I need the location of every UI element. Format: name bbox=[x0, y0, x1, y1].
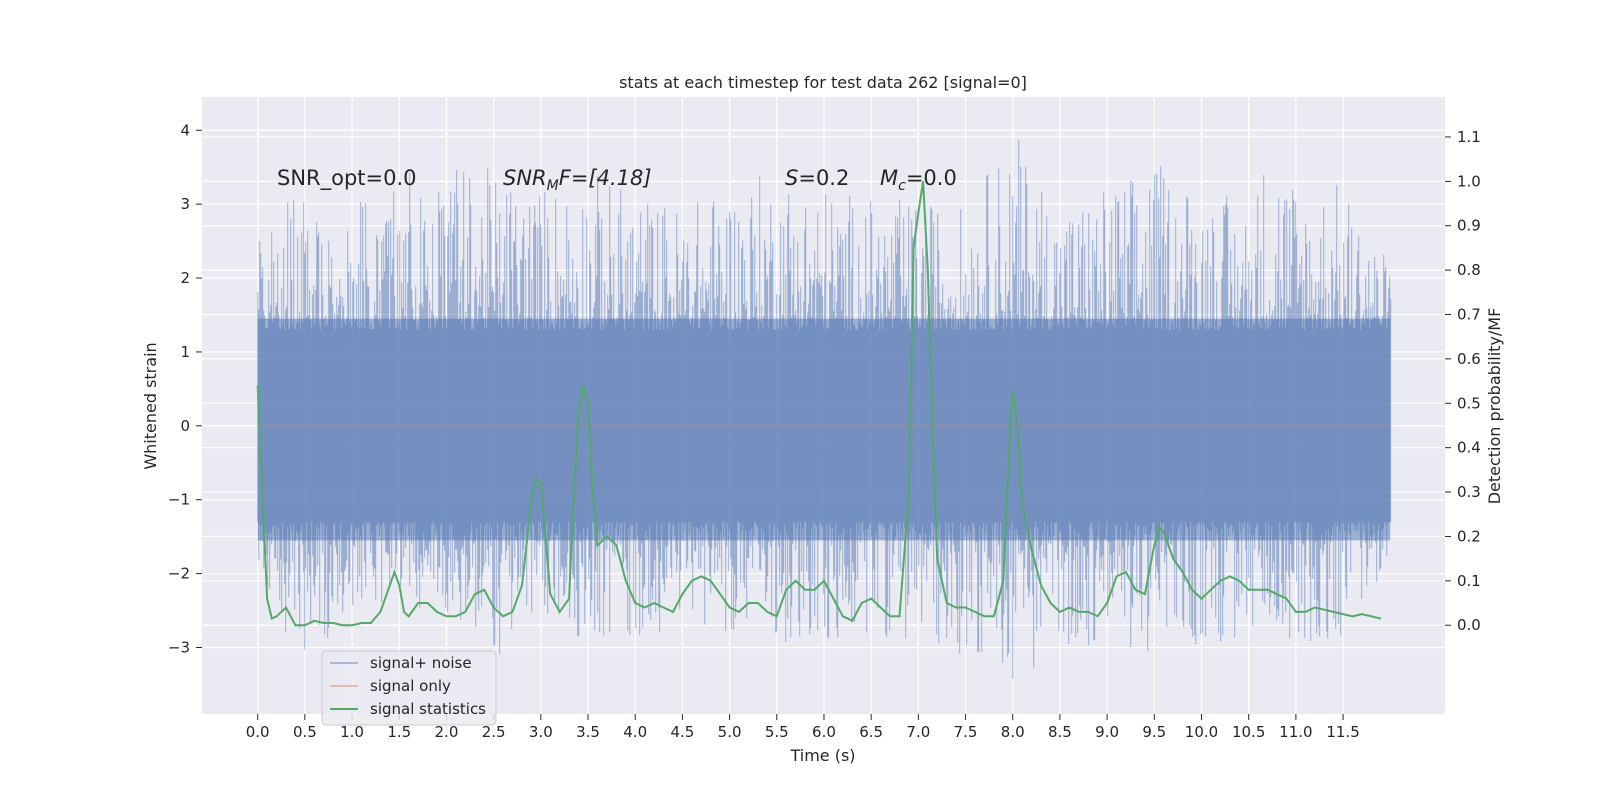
y-tick-label: 0 bbox=[180, 417, 190, 435]
y2-tick-label: 0.5 bbox=[1457, 394, 1481, 412]
chart-title: stats at each timestep for test data 262… bbox=[619, 73, 1027, 92]
mc-var: M bbox=[880, 166, 898, 190]
legend-box bbox=[321, 650, 497, 726]
y2-tick-label: 0.3 bbox=[1457, 483, 1481, 501]
x-tick-label: 6.5 bbox=[859, 723, 883, 741]
snr-mf-sub: M bbox=[547, 178, 559, 194]
y2-tick-label: 0.8 bbox=[1457, 261, 1481, 279]
x-tick-label: 9.5 bbox=[1142, 723, 1166, 741]
legend-label-signal-statistics: signal statistics bbox=[370, 700, 486, 718]
y-tick-label: 1 bbox=[180, 343, 190, 361]
x-tick-label: 11.5 bbox=[1326, 723, 1359, 741]
x-tick-label: 2.5 bbox=[482, 723, 506, 741]
legend-label-signal-only: signal only bbox=[370, 677, 451, 695]
y-tick-label: −1 bbox=[168, 491, 190, 509]
x-tick-label: 7.0 bbox=[906, 723, 930, 741]
x-tick-label: 9.0 bbox=[1095, 723, 1119, 741]
mc-rest: =0.0 bbox=[906, 166, 957, 190]
y-tick-label: −3 bbox=[168, 638, 190, 656]
y2-tick-label: 0.9 bbox=[1457, 217, 1481, 235]
x-tick-label: 6.0 bbox=[812, 723, 836, 741]
x-tick-label: 10.5 bbox=[1232, 723, 1265, 741]
y-tick-label: 2 bbox=[180, 269, 190, 287]
x-tick-label: 10.0 bbox=[1185, 723, 1218, 741]
x-axis-label: Time (s) bbox=[789, 746, 855, 765]
x-tick-label: 1.5 bbox=[387, 723, 411, 741]
legend: signal+ noise signal only signal statist… bbox=[321, 650, 497, 726]
snr-mf-rest: F=[4.18] bbox=[559, 166, 652, 190]
x-tick-label: 4.5 bbox=[670, 723, 694, 741]
y-tick-label: 4 bbox=[180, 121, 190, 139]
s-rest: =0.2 bbox=[798, 166, 849, 190]
legend-label-signal-noise: signal+ noise bbox=[370, 654, 472, 672]
y2-tick-label: 0.0 bbox=[1457, 616, 1481, 634]
snr-mf-base: SNR bbox=[503, 166, 547, 190]
mc-annotation: Mc=0.0 bbox=[880, 166, 957, 194]
x-tick-label: 7.5 bbox=[954, 723, 978, 741]
x-tick-label: 0.0 bbox=[246, 723, 270, 741]
y2-tick-label: 0.7 bbox=[1457, 306, 1481, 324]
signal-statistics-series bbox=[256, 181, 1382, 627]
y2-tick-label: 0.2 bbox=[1457, 527, 1481, 545]
x-tick-label: 8.0 bbox=[1001, 723, 1025, 741]
y2-tick-label: 1.0 bbox=[1457, 172, 1481, 190]
x-tick-label: 11.0 bbox=[1279, 723, 1312, 741]
s-var: S bbox=[785, 166, 798, 190]
x-tick-label: 5.5 bbox=[765, 723, 789, 741]
x-tick-label: 3.0 bbox=[529, 723, 553, 741]
y2-tick-label: 0.6 bbox=[1457, 350, 1481, 368]
y2-tick-label: 1.1 bbox=[1457, 128, 1481, 146]
mc-sub: c bbox=[898, 178, 906, 194]
x-tick-label: 1.0 bbox=[340, 723, 364, 741]
y2-tick-label: 0.1 bbox=[1457, 572, 1481, 590]
x-tick-label: 3.5 bbox=[576, 723, 600, 741]
snr-opt-annotation: SNR_opt=0.0 bbox=[277, 166, 417, 191]
y-tick-label: 3 bbox=[180, 195, 190, 213]
y2-tick-label: 0.4 bbox=[1457, 439, 1481, 457]
signal-noise-series bbox=[257, 139, 1392, 679]
x-tick-label: 4.0 bbox=[623, 723, 647, 741]
y-axis-label: Whitened strain bbox=[141, 342, 160, 469]
x-tick-label: 5.0 bbox=[718, 723, 742, 741]
s-annotation: S=0.2 bbox=[785, 166, 849, 190]
y-tick-label: −2 bbox=[168, 565, 190, 583]
axis-ticks: 0.0 0.5 1.0 1.5 2.0 2.5 3.0 3.5 4.0 4.5 5.0 5.5 6.0 6… bbox=[168, 121, 1481, 741]
x-tick-label: 8.5 bbox=[1048, 723, 1072, 741]
snr-mf-annotation: SNRMF=[4.18] bbox=[503, 166, 652, 194]
x-tick-label: 2.0 bbox=[435, 723, 459, 741]
x-tick-label: 0.5 bbox=[293, 723, 317, 741]
y2-axis-label: Detection probability/MF bbox=[1485, 308, 1504, 505]
